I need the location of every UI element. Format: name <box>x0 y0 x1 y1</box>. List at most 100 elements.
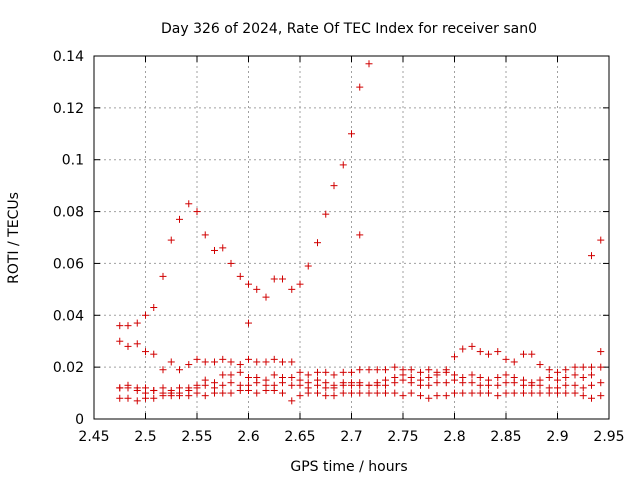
data-point <box>433 392 441 400</box>
data-point <box>373 366 381 374</box>
data-point <box>262 386 270 394</box>
data-point <box>528 381 536 389</box>
data-point <box>314 389 322 397</box>
data-point <box>597 236 605 244</box>
data-point <box>433 379 441 387</box>
data-point <box>587 363 595 371</box>
data-point <box>167 358 175 366</box>
data-point <box>201 381 209 389</box>
data-point <box>278 275 286 283</box>
data-point <box>579 374 587 382</box>
y-tick-label: 0 <box>75 412 84 428</box>
data-point <box>554 376 561 384</box>
data-point <box>175 392 183 400</box>
data-point <box>484 381 492 389</box>
data-point <box>330 384 338 392</box>
data-point <box>201 392 209 400</box>
data-point <box>484 350 492 358</box>
data-point <box>545 389 553 397</box>
data-point <box>133 319 141 327</box>
data-point <box>510 379 518 387</box>
data-point <box>381 381 389 389</box>
data-point <box>133 384 141 392</box>
data-point <box>425 381 433 389</box>
data-point <box>253 389 261 397</box>
data-point <box>278 358 286 366</box>
data-point <box>356 366 364 374</box>
data-point <box>159 392 167 400</box>
data-point <box>433 371 441 379</box>
data-point <box>587 252 595 260</box>
data-point <box>124 384 132 392</box>
data-point <box>236 368 244 376</box>
data-point <box>407 379 415 387</box>
data-point <box>245 280 252 288</box>
data-point <box>365 366 373 374</box>
data-point <box>476 381 484 389</box>
data-point <box>288 374 296 382</box>
data-point <box>528 350 536 358</box>
data-point <box>510 389 518 397</box>
data-point <box>175 384 183 392</box>
data-point <box>494 392 502 400</box>
data-point <box>330 182 338 190</box>
data-point <box>201 358 209 366</box>
data-point <box>322 384 330 392</box>
data-point <box>175 366 183 374</box>
data-point <box>459 389 467 397</box>
data-point <box>211 246 219 254</box>
data-point <box>245 386 252 394</box>
data-point <box>339 389 347 397</box>
y-tick-label: 0.08 <box>53 205 84 221</box>
data-point <box>502 389 510 397</box>
data-point <box>391 389 399 397</box>
data-point <box>365 381 373 389</box>
data-point <box>562 374 570 382</box>
data-point <box>296 392 304 400</box>
data-point <box>116 322 124 330</box>
data-point <box>219 355 227 363</box>
data-point <box>587 394 595 402</box>
data-points <box>116 60 605 405</box>
data-point <box>348 130 355 138</box>
data-point <box>468 371 476 379</box>
data-point <box>425 374 433 382</box>
data-point <box>219 381 227 389</box>
data-point <box>502 355 510 363</box>
plot-frame <box>93 55 610 420</box>
data-point <box>270 371 278 379</box>
data-point <box>597 392 605 400</box>
y-tick-label: 0.02 <box>53 360 84 376</box>
data-point <box>133 397 141 405</box>
data-point <box>587 371 595 379</box>
data-point <box>175 215 183 223</box>
data-point <box>288 285 296 293</box>
data-point <box>288 358 296 366</box>
data-point <box>150 394 158 402</box>
data-point <box>545 366 553 374</box>
data-point <box>245 319 252 327</box>
x-tick-label: 2.9 <box>546 429 568 445</box>
data-point <box>278 379 286 387</box>
data-point <box>510 358 518 366</box>
data-point <box>579 392 587 400</box>
data-point <box>520 381 528 389</box>
data-point <box>185 361 193 369</box>
data-point <box>314 239 322 247</box>
chart-title: Day 326 of 2024, Rate Of TEC Index for r… <box>161 21 537 37</box>
data-point <box>451 353 458 361</box>
x-tick-label: 2.75 <box>387 429 418 445</box>
data-point <box>476 389 484 397</box>
x-tick-label: 2.8 <box>443 429 465 445</box>
data-point <box>142 394 149 402</box>
data-point <box>484 389 492 397</box>
data-point <box>116 337 124 345</box>
data-point <box>227 358 235 366</box>
data-point <box>167 236 175 244</box>
data-point <box>201 231 209 239</box>
data-point <box>304 371 312 379</box>
data-point <box>245 355 252 363</box>
data-point <box>579 384 587 392</box>
data-point <box>391 363 399 371</box>
